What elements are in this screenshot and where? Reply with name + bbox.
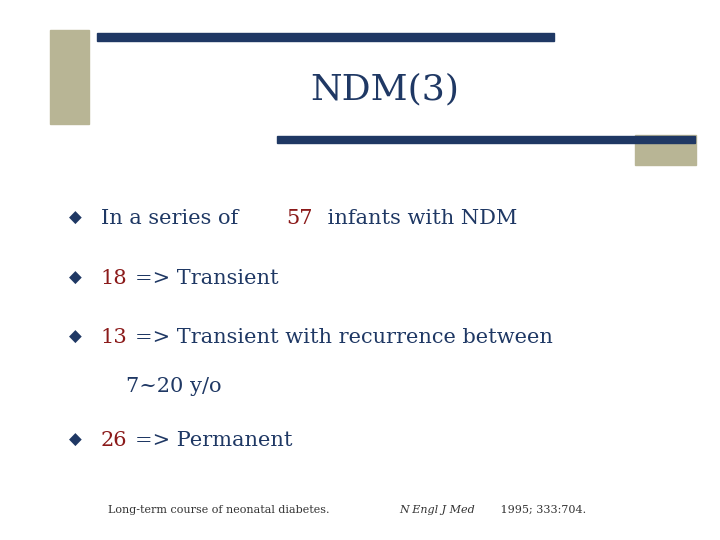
Text: ◆: ◆ [69,329,82,346]
Text: 57: 57 [287,209,313,228]
Text: => Permanent: => Permanent [135,430,292,450]
Text: 18: 18 [101,268,127,288]
Text: In a series of: In a series of [101,209,245,228]
Bar [50,30,89,124]
Text: ◆: ◆ [69,269,82,287]
Text: => Transient with recurrence between: => Transient with recurrence between [135,328,553,347]
Text: => Transient: => Transient [135,268,279,288]
Bar [97,33,554,40]
Text: ◆: ◆ [69,210,82,227]
Text: 1995; 333:704.: 1995; 333:704. [497,505,585,515]
Text: infants with NDM: infants with NDM [320,209,517,228]
Text: 7~20 y/o: 7~20 y/o [126,376,222,396]
Text: 13: 13 [101,328,127,347]
Text: NDM(3): NDM(3) [311,72,459,106]
Bar [277,136,695,143]
Bar [635,135,696,165]
Text: 26: 26 [101,430,127,450]
Text: ◆: ◆ [69,431,82,449]
Text: Long-term course of neonatal diabetes.: Long-term course of neonatal diabetes. [109,505,333,515]
Text: N Engl J Med: N Engl J Med [399,505,474,515]
